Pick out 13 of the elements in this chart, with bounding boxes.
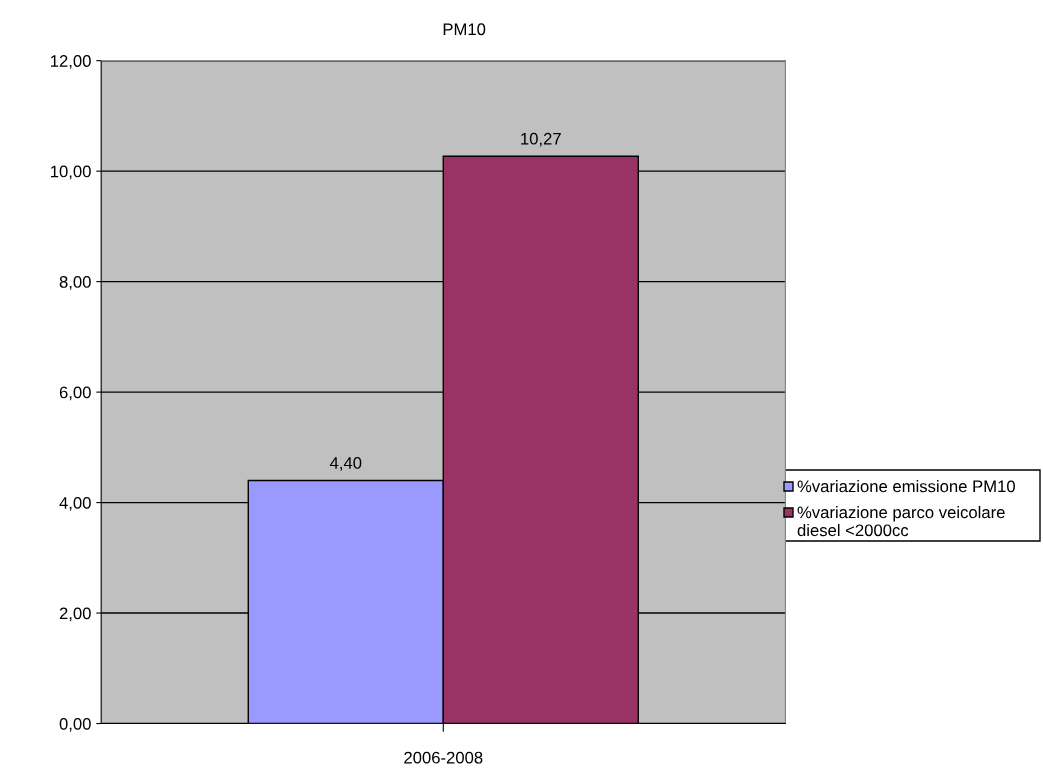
- y-tick-label: 10,00: [51, 165, 91, 180]
- y-tick-label: 8,00: [59, 276, 91, 290]
- data-label: 4,40: [329, 457, 362, 471]
- legend-label: %variazione emissione PM10: [797, 480, 1015, 493]
- y-tick-label: 4,00: [59, 496, 91, 511]
- chart-title: PM10: [443, 23, 486, 36]
- x-tick-label: 2006-2008: [404, 751, 483, 764]
- y-tick-label: 0,00: [59, 717, 91, 732]
- y-tick-label: 2,00: [59, 607, 91, 622]
- y-tick-label: 6,00: [59, 386, 91, 401]
- data-label: 10,27: [521, 132, 561, 147]
- y-tick-label: 12,00: [51, 55, 91, 69]
- legend-label: %variazione parco veicolare diesel <2000cc: [797, 506, 1005, 537]
